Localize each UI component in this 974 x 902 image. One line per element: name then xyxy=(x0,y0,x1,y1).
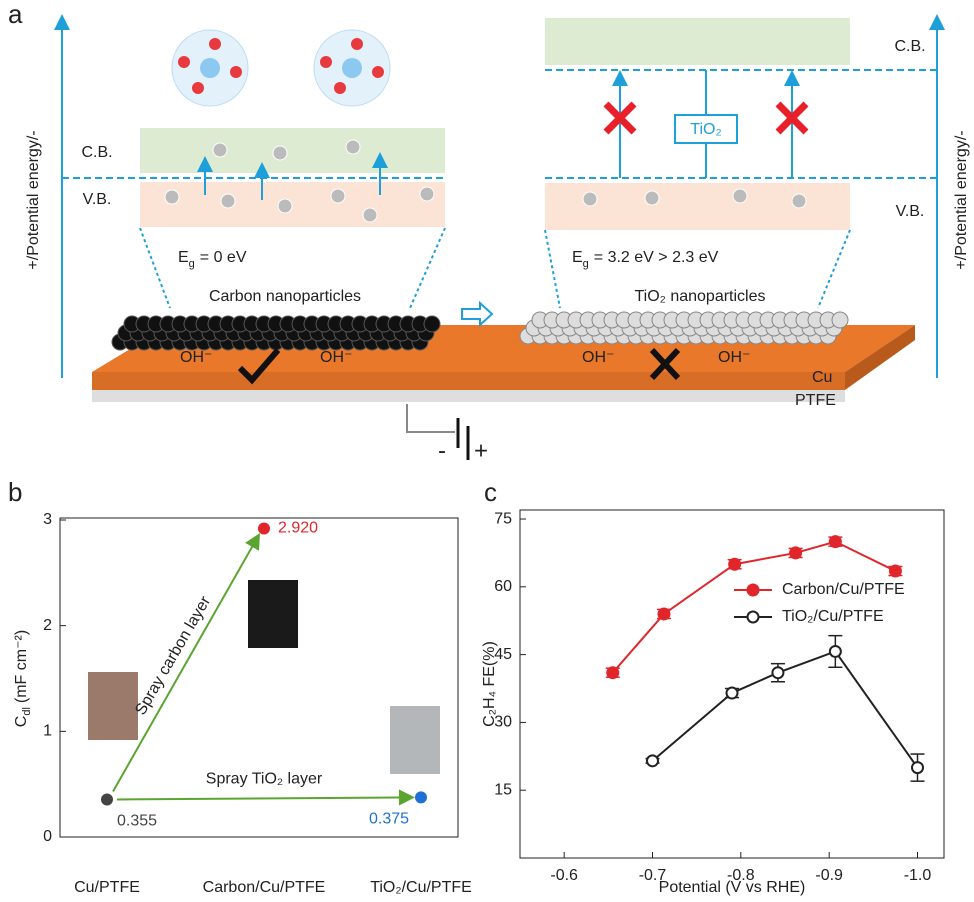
data-point xyxy=(657,607,671,621)
x-axis-label: Potential (V vs RHE) xyxy=(659,879,806,896)
cathode-label: - xyxy=(438,437,446,464)
y-tick-label: 30 xyxy=(494,714,512,731)
value-label: 0.355 xyxy=(117,813,157,830)
process-arrow xyxy=(461,300,494,328)
panel-a: a +/Potential energy/- +/Potential energ… xyxy=(8,0,970,464)
y-tick-label: 2 xyxy=(43,617,52,634)
x-tick-label: -0.7 xyxy=(639,867,667,884)
copper-side xyxy=(845,325,915,390)
x-tick-label: Cu/PTFE xyxy=(74,879,140,896)
data-point xyxy=(415,791,427,804)
panel-label: a xyxy=(8,0,23,29)
data-point xyxy=(101,793,113,806)
x-tick-label: Carbon/Cu/PTFE xyxy=(203,879,326,896)
x-tick-label: -0.6 xyxy=(550,867,578,884)
y-axis-label: Cdl (mF cm⁻²) xyxy=(13,630,33,727)
legend-marker xyxy=(746,610,760,624)
y-tick-label: 15 xyxy=(494,781,512,798)
legend-label: TiO₂/Cu/PTFE xyxy=(782,608,884,625)
vb-label: V.B. xyxy=(896,203,925,220)
y-tick-label: 45 xyxy=(494,646,512,663)
annotation: Spray TiO₂ layer xyxy=(206,771,323,788)
cb-label: C.B. xyxy=(894,38,925,55)
vb-label: V.B. xyxy=(83,191,112,208)
valence-band xyxy=(140,182,445,227)
y-label-subscript: dl xyxy=(21,707,33,716)
sample-photo xyxy=(88,672,138,740)
y-tick-label: 1 xyxy=(43,723,52,740)
annotation: Spray carbon layer xyxy=(132,593,214,718)
conduction-band xyxy=(545,18,850,65)
data-point xyxy=(606,666,620,680)
series-line xyxy=(651,650,919,769)
blocked-mark xyxy=(603,101,809,135)
check-mark xyxy=(237,348,281,385)
valence-band xyxy=(545,183,850,230)
legend-label: Carbon/Cu/PTFE xyxy=(782,581,905,598)
x-tick-label: -0.8 xyxy=(727,867,755,884)
y-tick-label: 0 xyxy=(43,828,52,845)
data-point xyxy=(646,754,659,768)
tio2-particle xyxy=(831,311,849,329)
x-tick-label: -1.0 xyxy=(904,867,932,884)
data-point xyxy=(828,535,842,549)
data-point xyxy=(789,546,803,560)
sample-photo xyxy=(390,706,440,774)
conduction-band xyxy=(140,128,445,173)
cross-mark xyxy=(649,347,681,381)
data-point xyxy=(888,564,902,578)
electrons xyxy=(164,139,807,223)
substrate-label: Cu xyxy=(812,369,832,386)
value-label: 2.920 xyxy=(278,520,318,537)
ptfe-layer xyxy=(92,390,845,402)
sample-photo xyxy=(248,580,298,648)
band-gap: Eg = 3.2 eV > 2.3 eV xyxy=(572,249,719,270)
value-label: 0.375 xyxy=(369,811,409,828)
y-label-symbol: C xyxy=(13,716,30,728)
y-axis-label: C₂H₄ FE(%) xyxy=(481,641,498,727)
legend-marker xyxy=(746,583,760,597)
x-tick-label: -0.9 xyxy=(815,867,843,884)
data-point xyxy=(911,761,924,775)
copper-front xyxy=(92,372,845,390)
data-point xyxy=(258,522,270,535)
ion-label: OH⁻ xyxy=(718,349,750,366)
carbon-particle xyxy=(423,315,441,333)
series-line xyxy=(611,540,896,674)
panel-label: c xyxy=(484,477,497,507)
band-gap: Eg = 0 eV xyxy=(178,249,247,270)
material-label: Carbon nanoparticles xyxy=(209,288,361,305)
panel-label: b xyxy=(8,477,22,507)
material-label: TiO₂ nanoparticles xyxy=(634,288,765,305)
zoom-lines xyxy=(139,227,851,309)
ion-label: OH⁻ xyxy=(582,349,614,366)
y-tick-label: 75 xyxy=(494,510,512,527)
electron-arrows xyxy=(197,70,800,200)
plot-frame xyxy=(519,509,945,859)
oxide-label: TiO₂ xyxy=(690,121,721,138)
ion-label: OH⁻ xyxy=(180,349,212,366)
y-label-unit: (mF cm⁻²) xyxy=(13,630,30,703)
data-point xyxy=(771,666,785,680)
data-point xyxy=(725,686,739,700)
anode-label: + xyxy=(474,437,488,464)
cb-label: C.B. xyxy=(81,144,112,161)
data-point xyxy=(828,644,842,658)
hydrated-ions xyxy=(171,29,391,107)
data-point xyxy=(728,557,742,571)
axis-label: +/Potential energy/- xyxy=(953,130,970,269)
oxide-box xyxy=(674,114,738,144)
plot-frame xyxy=(59,517,459,838)
y-tick-label: 3 xyxy=(43,511,52,528)
ion-label: OH⁻ xyxy=(320,349,352,366)
x-tick-label: TiO₂/Cu/PTFE xyxy=(370,879,472,896)
particles xyxy=(111,311,849,351)
support-label: PTFE xyxy=(795,392,836,409)
axis-label: +/Potential energy/- xyxy=(25,130,42,269)
process-arrow xyxy=(116,789,415,806)
process-arrow xyxy=(112,532,260,792)
wire xyxy=(406,404,455,433)
y-tick-label: 60 xyxy=(494,578,512,595)
